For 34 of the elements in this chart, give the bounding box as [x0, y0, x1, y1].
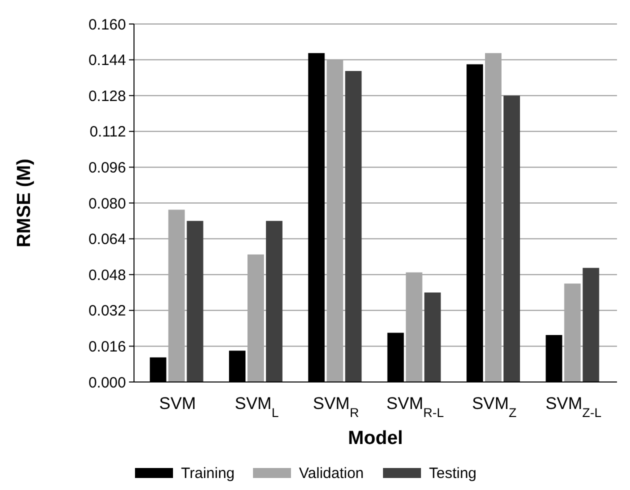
bar	[326, 60, 344, 382]
y-tick-label: 0.080	[88, 195, 126, 212]
y-tick-label: 0.032	[88, 302, 126, 320]
x-tick-label: SVM$_{Z}$	[472, 394, 517, 420]
y-tick-label: 0.128	[88, 88, 126, 105]
x-tick-label: SVM$_{R-L}$	[386, 394, 444, 420]
bar	[485, 53, 502, 382]
legend-label: Validation	[299, 465, 364, 482]
bar	[266, 220, 282, 382]
x-tick-label: SVM$_{L}$	[234, 394, 279, 420]
x-tick-label: SVM$_{Z-L}$	[545, 394, 602, 420]
y-tick-label: 0.016	[88, 338, 126, 356]
y-tick-label: 0.000	[88, 374, 126, 392]
y-tick-label: 0.048	[88, 266, 126, 284]
bar	[168, 210, 185, 382]
y-tick-label: 0.112	[90, 124, 126, 141]
legend-label: Training	[181, 465, 235, 482]
x-tick-label: SVM$_{R}$	[312, 394, 359, 420]
bar	[504, 96, 520, 382]
bar	[424, 292, 441, 382]
y-axis-title: RMSE (M)	[14, 158, 35, 248]
bar	[564, 284, 581, 382]
bar	[345, 70, 362, 382]
y-tick-label: 0.160	[88, 16, 126, 34]
bar	[247, 254, 264, 382]
y-tick-label: 0.064	[88, 231, 126, 248]
bar	[406, 272, 422, 382]
bar	[186, 220, 204, 382]
y-tick-label: 0.144	[88, 52, 126, 70]
bar	[582, 268, 600, 382]
legend-label: Testing	[429, 465, 477, 482]
y-tick-label: 0.096	[88, 159, 126, 176]
x-axis-title: Model	[348, 428, 403, 449]
x-tick-label: SVM	[159, 394, 196, 413]
